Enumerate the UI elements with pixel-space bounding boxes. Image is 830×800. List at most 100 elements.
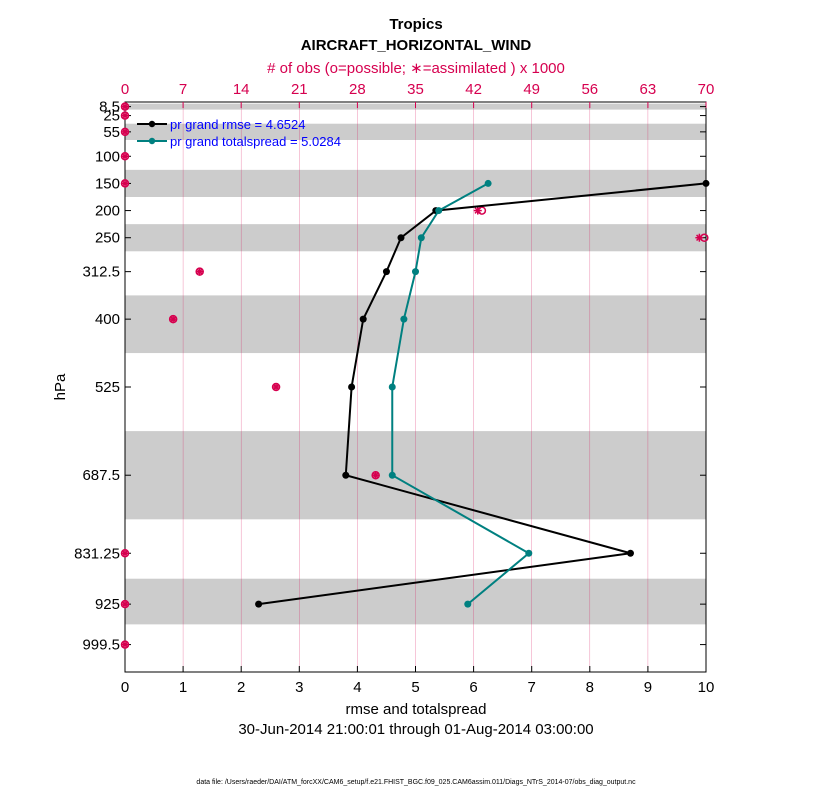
- y-tick-label-13: 999.5: [82, 637, 120, 654]
- shaded-band-1: [125, 123, 706, 140]
- shaded-band-3: [125, 224, 706, 252]
- y-tick-label-4: 150: [95, 175, 120, 192]
- top-tick-label-8: 56: [581, 81, 598, 98]
- x-tick-label-5: 5: [411, 679, 419, 696]
- obs-assimilated-marker-11: [121, 549, 129, 558]
- x-tick-label-8: 8: [586, 679, 594, 696]
- top-axis-label: # of obs (o=possible; ∗=assimilated ) x …: [267, 60, 565, 77]
- x-tick-label-9: 9: [644, 679, 652, 696]
- y-tick-label-7: 312.5: [82, 264, 120, 281]
- x-tick-label-1: 1: [179, 679, 187, 696]
- obs-assimilated-marker-5: [473, 206, 482, 215]
- obs-assimilated-marker-3: [121, 152, 129, 161]
- top-tick-label-4: 28: [349, 81, 366, 98]
- data-file-footer: data file: /Users/raeder/DAI/ATM_forcXX/…: [196, 779, 636, 786]
- series-1-point-5: [388, 383, 396, 391]
- series-lines: [255, 179, 710, 608]
- obs-assimilated-stroke-11-3: [121, 549, 129, 557]
- series-1-point-6: [388, 471, 396, 479]
- obs-assimilated-stroke-0-3: [121, 103, 129, 110]
- x-axis-label: rmse and totalspread: [346, 701, 487, 718]
- y-tick-label-1: 25: [103, 108, 120, 125]
- obs-assimilated-stroke-7-3: [196, 268, 204, 275]
- x-tick-label-0: 0: [121, 679, 129, 696]
- y-tick-label-10: 687.5: [82, 467, 120, 484]
- series-0-point-5: [348, 383, 356, 391]
- obs-assimilated-marker-6: [695, 233, 704, 242]
- obs-assimilated-marker-10: [371, 471, 380, 480]
- y-tick-label-6: 250: [95, 230, 120, 247]
- obs-assimilated-stroke-8-3: [169, 315, 177, 323]
- series-1-point-2: [417, 234, 425, 242]
- y-tick-label-8: 400: [95, 311, 120, 328]
- top-axis: 0 7 14 21 28 35 42 49 56 63 70: [121, 81, 715, 108]
- shaded-band-4: [125, 295, 706, 354]
- top-tick-label-5: 35: [407, 81, 424, 98]
- top-tick-label-10: 70: [698, 81, 715, 98]
- bottom-axis: 0 1 2 3 4 5 6 7 8 9 10: [121, 666, 715, 696]
- top-tick-label-1: 7: [179, 81, 187, 98]
- top-tick-label-3: 21: [291, 81, 308, 98]
- legend-rmse-marker: [148, 120, 156, 128]
- y-tick-label-12: 925: [95, 596, 120, 613]
- y-tick-label-0: 8.5: [99, 99, 120, 116]
- obs-assimilated-marker-1: [121, 111, 129, 120]
- legend-spread-marker: [148, 137, 156, 145]
- obs-assimilated-marker-7: [195, 267, 204, 276]
- x-tick-label-10: 10: [698, 679, 715, 696]
- obs-assimilated-stroke-10-3: [372, 471, 379, 479]
- y-tick-label-3: 100: [95, 148, 120, 165]
- top-tick-label-9: 63: [640, 81, 657, 98]
- legend-spread-label: pr grand totalspread = 5.0284: [170, 134, 341, 149]
- y-tick-label-5: 200: [95, 203, 120, 220]
- x-tick-label-4: 4: [353, 679, 361, 696]
- y-tick-label-9: 525: [95, 379, 120, 396]
- obs-assimilated-stroke-2-3: [121, 128, 129, 136]
- x-tick-label-2: 2: [237, 679, 245, 696]
- obs-assimilated-marker-12: [121, 600, 129, 609]
- obs-assimilated-marker-9: [272, 383, 281, 391]
- series-0-point-8: [255, 600, 263, 608]
- x-tick-label-6: 6: [469, 679, 477, 696]
- chart-title: Tropics: [389, 16, 442, 33]
- series-0-point-0: [702, 179, 710, 187]
- obs-assimilated-stroke-6-3: [696, 234, 703, 242]
- obs-assimilated-stroke-12-3: [121, 600, 129, 608]
- obs-assimilated-marker-0: [121, 102, 129, 111]
- date-range-label: 30-Jun-2014 21:00:01 through 01-Aug-2014…: [238, 721, 593, 738]
- obs-assimilated-stroke-5-3: [474, 207, 482, 214]
- series-1-point-4: [400, 315, 408, 323]
- series-0-point-3: [382, 268, 390, 276]
- x-tick-label-7: 7: [528, 679, 536, 696]
- y-axis-label: hPa: [52, 373, 69, 400]
- series-0-point-2: [397, 234, 405, 242]
- chart-subtitle: AIRCRAFT_HORIZONTAL_WIND: [301, 37, 532, 54]
- obs-assimilated-stroke-3-3: [121, 152, 129, 160]
- series-1-point-7: [525, 549, 533, 557]
- top-tick-label-2: 14: [233, 81, 250, 98]
- obs-assimilated-marker-4: [121, 179, 129, 188]
- top-tick-label-7: 49: [523, 81, 540, 98]
- obs-count-markers: [120, 102, 709, 649]
- obs-assimilated-stroke-13-3: [121, 641, 129, 648]
- shaded-band-6: [125, 578, 706, 625]
- vertical-grid: [182, 102, 649, 672]
- obs-assimilated-marker-8: [169, 315, 178, 324]
- obs-assimilated-marker-2: [121, 127, 129, 136]
- shaded-band-5: [125, 431, 706, 520]
- shaded-level-bands: [125, 103, 706, 625]
- obs-assimilated-stroke-1-3: [121, 112, 129, 119]
- series-1-point-3: [412, 268, 419, 276]
- x-tick-label-3: 3: [295, 679, 303, 696]
- obs-assimilated-marker-13: [121, 640, 129, 649]
- series-1-point-8: [464, 600, 472, 608]
- series-1-point-0: [484, 179, 492, 187]
- legend: pr grand rmse = 4.6524 pr grand totalspr…: [137, 117, 341, 149]
- series-1-point-1: [435, 207, 443, 215]
- series-0-point-6: [342, 471, 350, 479]
- top-tick-label-6: 42: [465, 81, 482, 98]
- series-0-point-7: [626, 549, 634, 557]
- obs-assimilated-stroke-9-3: [272, 383, 280, 391]
